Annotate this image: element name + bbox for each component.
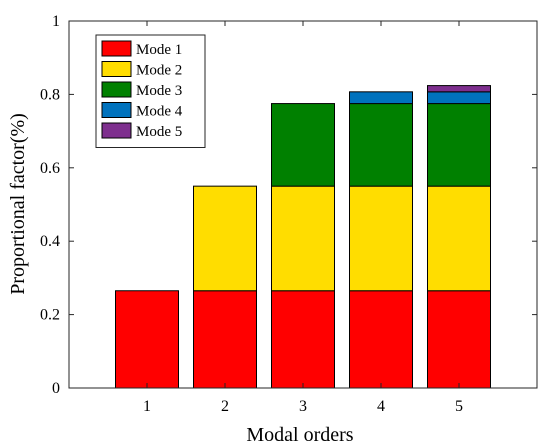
y-axis-label: Proportional factor(%) xyxy=(7,113,29,295)
bar-mode-3-order-3 xyxy=(271,103,335,187)
legend: Mode 1 Mode 2 Mode 3 Mode 4 Mode 5 xyxy=(95,34,206,148)
bar-mode-1-order-3 xyxy=(271,290,335,389)
x-tick-label: 3 xyxy=(299,398,307,415)
y-tick-label: 0.6 xyxy=(40,160,60,177)
bar-mode-4-order-4 xyxy=(349,91,413,105)
bars-group xyxy=(115,85,491,389)
legend-swatch-mode-2 xyxy=(101,61,132,77)
bar-mode-1-order-4 xyxy=(349,290,413,389)
legend-label-mode-3: Mode 3 xyxy=(136,83,182,99)
x-tick-label: 2 xyxy=(221,398,229,415)
legend-swatch-mode-3 xyxy=(101,81,132,98)
y-tick-label: 0.4 xyxy=(40,233,60,250)
bar-mode-5-order-5 xyxy=(427,85,491,93)
y-tick-label: 0.8 xyxy=(40,86,60,103)
tick-labels-group: 0 0.2 0.4 0.6 0.8 1 1 2 3 4 5 xyxy=(40,13,463,415)
legend-label-mode-2: Mode 2 xyxy=(136,63,182,79)
legend-swatch-mode-1 xyxy=(101,40,132,57)
legend-swatch-mode-4 xyxy=(101,102,132,118)
bar-mode-4-order-5 xyxy=(427,91,491,105)
bar-mode-2-order-4 xyxy=(349,185,413,292)
legend-label-mode-4: Mode 4 xyxy=(136,104,183,120)
bar-mode-2-order-5 xyxy=(427,185,491,292)
bar-mode-3-order-4 xyxy=(349,103,413,187)
bar-mode-2-order-2 xyxy=(193,185,257,292)
y-tick-label: 1 xyxy=(52,13,60,30)
x-tick-label: 4 xyxy=(377,398,385,415)
bar-mode-1-order-1 xyxy=(115,290,179,389)
y-tick-label: 0.2 xyxy=(40,307,60,324)
legend-swatch-mode-5 xyxy=(101,122,132,139)
legend-label-mode-1: Mode 1 xyxy=(136,42,182,58)
bar-mode-1-order-5 xyxy=(427,290,491,389)
y-tick-label: 0 xyxy=(52,380,60,397)
x-axis-label: Modal orders xyxy=(246,424,353,446)
bar-mode-2-order-3 xyxy=(271,185,335,292)
axes-group xyxy=(68,20,538,389)
bar-mode-1-order-2 xyxy=(193,290,257,389)
x-tick-label: 1 xyxy=(143,398,151,415)
bar-mode-3-order-5 xyxy=(427,103,491,187)
x-tick-label: 5 xyxy=(455,398,463,415)
legend-label-mode-5: Mode 5 xyxy=(136,124,182,140)
